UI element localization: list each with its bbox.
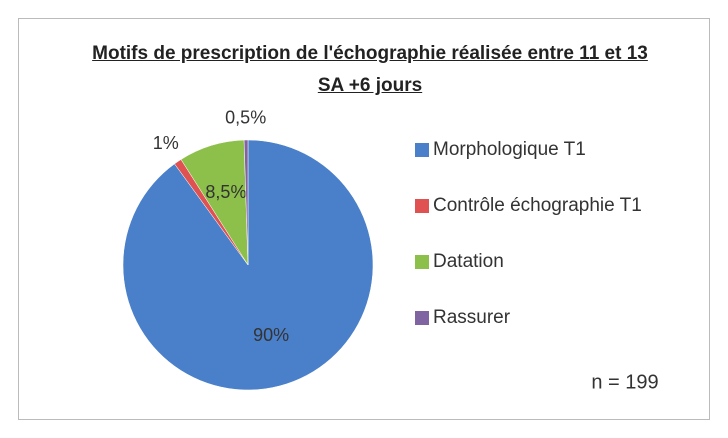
chart-frame <box>18 18 710 420</box>
legend-swatch <box>415 143 429 157</box>
legend-swatch <box>415 311 429 325</box>
data-label: 8,5% <box>205 182 246 202</box>
legend-swatch <box>415 199 429 213</box>
legend-label: Contrôle échographie T1 <box>433 195 642 216</box>
legend-label: Morphologique T1 <box>433 139 586 160</box>
annotation: n = 199 <box>591 371 658 393</box>
data-label: 0,5% <box>225 108 266 128</box>
data-label: 1% <box>153 133 179 153</box>
data-label: 90% <box>253 325 289 345</box>
pie-slice <box>243 139 249 266</box>
legend-label: Rassurer <box>433 307 511 328</box>
chart-title: Motifs de prescription de l'échographie … <box>92 43 648 96</box>
legend-swatch <box>415 255 429 269</box>
legend-label: Datation <box>433 251 504 272</box>
